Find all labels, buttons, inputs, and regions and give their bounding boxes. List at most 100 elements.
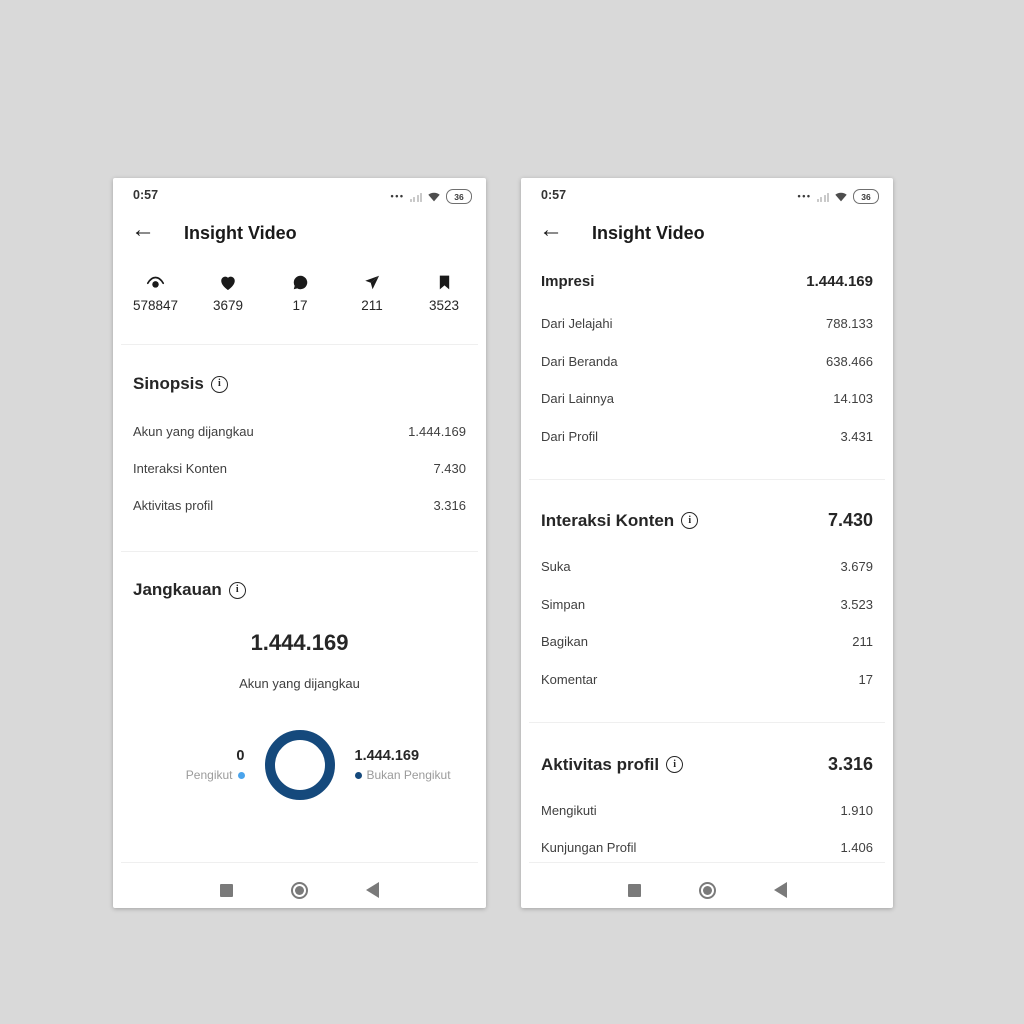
battery-icon: 36 <box>853 189 879 204</box>
table-row: Aktivitas profil 3.316 <box>133 498 466 513</box>
table-row: Akun yang dijangkau 1.444.169 <box>133 424 466 439</box>
divider <box>529 862 885 863</box>
signal-icon <box>409 192 422 202</box>
stat-value: 578847 <box>133 298 179 313</box>
section-sinopsis-header: Sinopsis i <box>133 374 466 394</box>
status-icons: ••• 36 <box>798 189 879 204</box>
notification-dots-icon: ••• <box>797 191 812 201</box>
legend-dot-navy <box>354 771 362 779</box>
divider <box>121 862 478 863</box>
stat-value: 3523 <box>428 298 460 313</box>
wifi-icon <box>428 192 440 202</box>
donut-ring <box>264 730 335 800</box>
row-label: Impresi <box>541 273 595 290</box>
home-circle-icon[interactable] <box>698 881 716 899</box>
row-value: 3.523 <box>840 597 873 612</box>
table-row: Bagikan 211 <box>541 634 873 649</box>
battery-icon: 36 <box>446 189 472 204</box>
table-row: Interaksi Konten 7.430 <box>133 461 466 476</box>
row-label: Dari Lainnya <box>541 391 614 406</box>
table-row: Dari Jelajahi 788.133 <box>541 316 873 331</box>
recents-square-icon[interactable] <box>220 883 233 897</box>
insight-overview-screen: 0:57 ••• 36 ← Insight Video 578847 3679 … <box>113 178 486 908</box>
table-row: Dari Profil 3.431 <box>541 429 873 444</box>
stat-likes: 3679 <box>206 274 250 313</box>
info-icon[interactable]: i <box>210 375 228 393</box>
row-value: 211 <box>852 634 873 649</box>
impresi-header-row: Impresi 1.444.169 <box>541 273 873 290</box>
status-icons: ••• 36 <box>391 189 472 204</box>
table-row: Komentar 17 <box>541 672 873 687</box>
section-title: Aktivitas profil <box>541 754 660 774</box>
legend-value: 1.444.169 <box>354 748 420 764</box>
recents-square-icon[interactable] <box>627 883 641 897</box>
info-icon[interactable]: i <box>228 581 246 599</box>
wifi-icon <box>835 192 847 202</box>
row-label: Simpan <box>541 597 586 612</box>
reach-total-label: Akun yang dijangkau <box>239 676 360 691</box>
legend-non-followers: 1.444.169 Bukan Pengikut <box>354 748 460 782</box>
row-value: 3.679 <box>840 559 873 574</box>
reach-donut-chart: 0 Pengikut 1.444.169 Bukan Pengikut <box>113 730 486 800</box>
legend-label: Pengikut <box>186 768 245 782</box>
row-label: Interaksi Konten <box>133 461 227 476</box>
stat-views: 578847 <box>133 274 178 313</box>
back-arrow-icon[interactable]: ← <box>131 216 155 243</box>
page-title: Insight Video <box>592 223 705 243</box>
page-title: Insight Video <box>184 223 297 243</box>
legend-dot-blue <box>237 771 245 779</box>
section-aktivitas-header: Aktivitas profil i 3.316 <box>541 754 873 775</box>
section-title: Jangkauan <box>133 580 222 599</box>
android-nav-bar <box>113 872 486 908</box>
home-circle-icon[interactable] <box>291 881 308 899</box>
notification-dots-icon: ••• <box>390 191 405 201</box>
section-title: Interaksi Konten <box>541 510 675 530</box>
back-triangle-icon[interactable] <box>366 882 379 898</box>
row-label: Komentar <box>541 672 598 687</box>
row-value: 638.466 <box>826 354 873 369</box>
row-value: 1.406 <box>840 840 873 855</box>
table-row: Suka 3.679 <box>541 559 873 574</box>
row-value: 788.133 <box>826 316 873 331</box>
back-arrow-icon[interactable]: ← <box>539 216 563 243</box>
row-label: Mengikuti <box>541 803 597 818</box>
section-total: 3.316 <box>827 754 873 774</box>
android-nav-bar <box>521 872 893 908</box>
stat-shares: 211 <box>350 274 394 313</box>
back-triangle-icon[interactable] <box>773 882 787 898</box>
row-value: 1.910 <box>840 803 873 818</box>
row-value: 14.103 <box>833 391 873 406</box>
stat-comments: 17 <box>278 274 322 313</box>
insight-detail-screen: 0:57 ••• 36 ← Insight Video Impresi 1.44… <box>521 178 893 908</box>
row-label: Suka <box>541 559 571 574</box>
divider <box>529 722 885 723</box>
table-row: Kunjungan Profil 1.406 <box>541 840 873 855</box>
status-time: 0:57 <box>133 188 159 202</box>
stat-saves: 3523 <box>422 274 466 313</box>
info-icon[interactable]: i <box>681 512 699 529</box>
signal-icon <box>816 192 829 202</box>
row-label: Akun yang dijangkau <box>133 424 254 439</box>
row-label: Dari Beranda <box>541 354 618 369</box>
stat-value: 17 <box>292 298 308 313</box>
row-label: Kunjungan Profil <box>541 840 637 855</box>
stat-value: 3679 <box>213 298 244 313</box>
row-value: 3.316 <box>433 498 466 513</box>
row-label: Bagikan <box>541 634 588 649</box>
status-time: 0:57 <box>541 188 567 202</box>
row-value: 1.444.169 <box>408 424 466 439</box>
row-label: Dari Profil <box>541 429 599 444</box>
stat-value: 211 <box>361 298 383 313</box>
legend-followers: 0 Pengikut <box>140 748 245 782</box>
divider <box>529 479 885 480</box>
section-interaksi-header: Interaksi Konten i 7.430 <box>541 510 873 531</box>
views-icon <box>146 276 165 288</box>
reach-total: 1.444.169 <box>250 630 349 655</box>
divider <box>121 551 478 552</box>
info-icon[interactable]: i <box>666 756 684 773</box>
legend-value: 0 <box>236 748 245 764</box>
likes-icon <box>221 276 235 290</box>
row-label: Aktivitas profil <box>133 498 214 513</box>
section-total: 7.430 <box>827 510 873 530</box>
legend-label: Bukan Pengikut <box>354 768 451 782</box>
